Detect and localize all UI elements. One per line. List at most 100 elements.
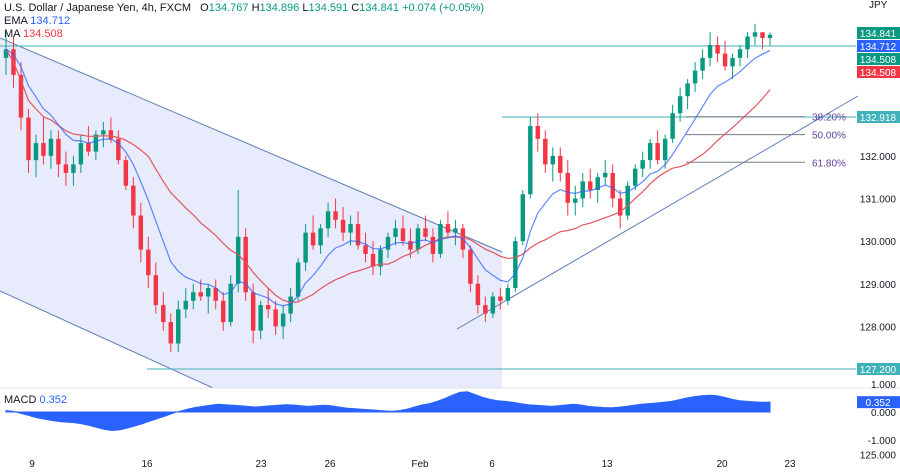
candle-body	[550, 155, 556, 165]
currency-label: JPY	[869, 0, 888, 11]
symbol-title[interactable]: U.S. Dollar / Japanese Yen, 4h, FXCM	[4, 2, 192, 14]
ma-row[interactable]: MA 134.508	[4, 28, 484, 41]
candle-body	[580, 181, 585, 199]
candle-body	[78, 143, 84, 165]
candle-body	[745, 36, 750, 50]
candle-body	[355, 224, 361, 246]
candle-body	[700, 57, 705, 71]
candle-body	[146, 249, 151, 276]
candle-body	[475, 283, 481, 306]
price-tick-label: 130.000	[860, 237, 897, 248]
candle-body	[168, 322, 174, 344]
candle-body	[26, 117, 31, 161]
candle-body	[153, 275, 159, 306]
candle-body	[18, 74, 24, 118]
candle-body	[288, 296, 293, 314]
candle-body	[280, 313, 286, 327]
macd-label: MACD	[4, 394, 37, 406]
candle-body	[41, 143, 46, 156]
ohlc-close: C134.841	[351, 2, 400, 14]
candle-body	[415, 228, 421, 250]
time-tick-label: 6	[489, 459, 495, 470]
candle-body	[588, 181, 593, 190]
price-label-text: 134.508	[860, 68, 897, 79]
time-axis: 9 16 23 26 Feb 6 13 20 23	[29, 459, 796, 470]
candle-body	[632, 168, 638, 186]
candle-body	[340, 219, 346, 233]
fibonacci-levels: 38.20% 50.00% 61.80%	[686, 113, 846, 169]
macd-tick-label: 1.000	[871, 380, 896, 391]
candle-body	[250, 292, 256, 331]
macd-value-box	[857, 396, 900, 409]
ema-row[interactable]: EMA 134.712	[4, 15, 484, 28]
price-label-text: 134.508	[860, 55, 897, 66]
channel-lower-line	[0, 290, 214, 389]
candle-body	[423, 228, 428, 237]
price-label-box	[857, 53, 900, 65]
candle-body	[655, 143, 660, 161]
candle-body	[385, 236, 391, 250]
symbol-row: U.S. Dollar / Japanese Yen, 4h, FXCM O13…	[4, 2, 484, 15]
time-tick-label: 13	[601, 459, 613, 470]
candle-body	[206, 288, 211, 297]
candle-body	[71, 164, 76, 173]
candle-body	[498, 296, 503, 301]
candle-body	[707, 45, 713, 58]
price-label-box	[857, 27, 900, 39]
candle-body	[108, 130, 114, 139]
candle-body	[198, 292, 203, 297]
macd-area	[5, 391, 771, 432]
candle-body	[93, 134, 99, 152]
candle-body	[235, 236, 241, 284]
candle-body	[715, 45, 720, 54]
macd-value: 0.352	[39, 394, 67, 406]
price-tick-label: 132.000	[860, 152, 897, 163]
fib-label: 38.20%	[812, 113, 846, 124]
candle-body	[48, 138, 54, 156]
ma-value: 134.508	[22, 28, 63, 40]
macd-legend[interactable]: MACD 0.352	[4, 394, 67, 406]
candle-body	[685, 83, 690, 97]
candle-body	[752, 32, 758, 37]
macd-value-label: 0.352	[865, 398, 890, 409]
candle-body	[348, 224, 353, 233]
time-tick-label: 23	[255, 459, 267, 470]
candle-body	[528, 126, 533, 195]
candle-body	[295, 262, 301, 297]
candles	[3, 23, 773, 352]
candle-body	[565, 172, 570, 203]
price-label-box	[857, 66, 900, 78]
ema-label: EMA	[4, 15, 28, 27]
ohlc-high: H134.896	[251, 2, 300, 14]
candle-body	[191, 292, 196, 301]
price-label-box	[857, 40, 900, 52]
candle-body	[767, 34, 773, 38]
price-label-text: 127.200	[860, 365, 897, 376]
candle-body	[123, 160, 129, 186]
candle-body	[33, 143, 39, 161]
candle-body	[131, 185, 136, 216]
price-label-text: 132.918	[860, 113, 897, 124]
ma-line	[5, 48, 771, 304]
candle-body	[116, 138, 121, 161]
macd-tick-label: -1.000	[868, 436, 897, 447]
candle-body	[602, 172, 608, 178]
candle-body	[535, 126, 541, 139]
candle-body	[318, 228, 323, 246]
candle-body	[430, 236, 436, 254]
candle-body	[730, 57, 735, 67]
candle-body	[610, 172, 615, 199]
candle-body	[333, 211, 338, 220]
macd-tick-label: 0.000	[871, 408, 896, 419]
candle-body	[378, 249, 383, 267]
candle-body	[490, 296, 496, 314]
candle-body	[483, 305, 488, 314]
candle-body	[573, 198, 578, 203]
time-tick-label: 26	[324, 459, 336, 470]
candle-body	[161, 305, 166, 323]
candle-body	[370, 253, 376, 267]
candle-body	[617, 198, 623, 216]
candle-body	[228, 283, 233, 323]
candle-body	[558, 155, 563, 173]
